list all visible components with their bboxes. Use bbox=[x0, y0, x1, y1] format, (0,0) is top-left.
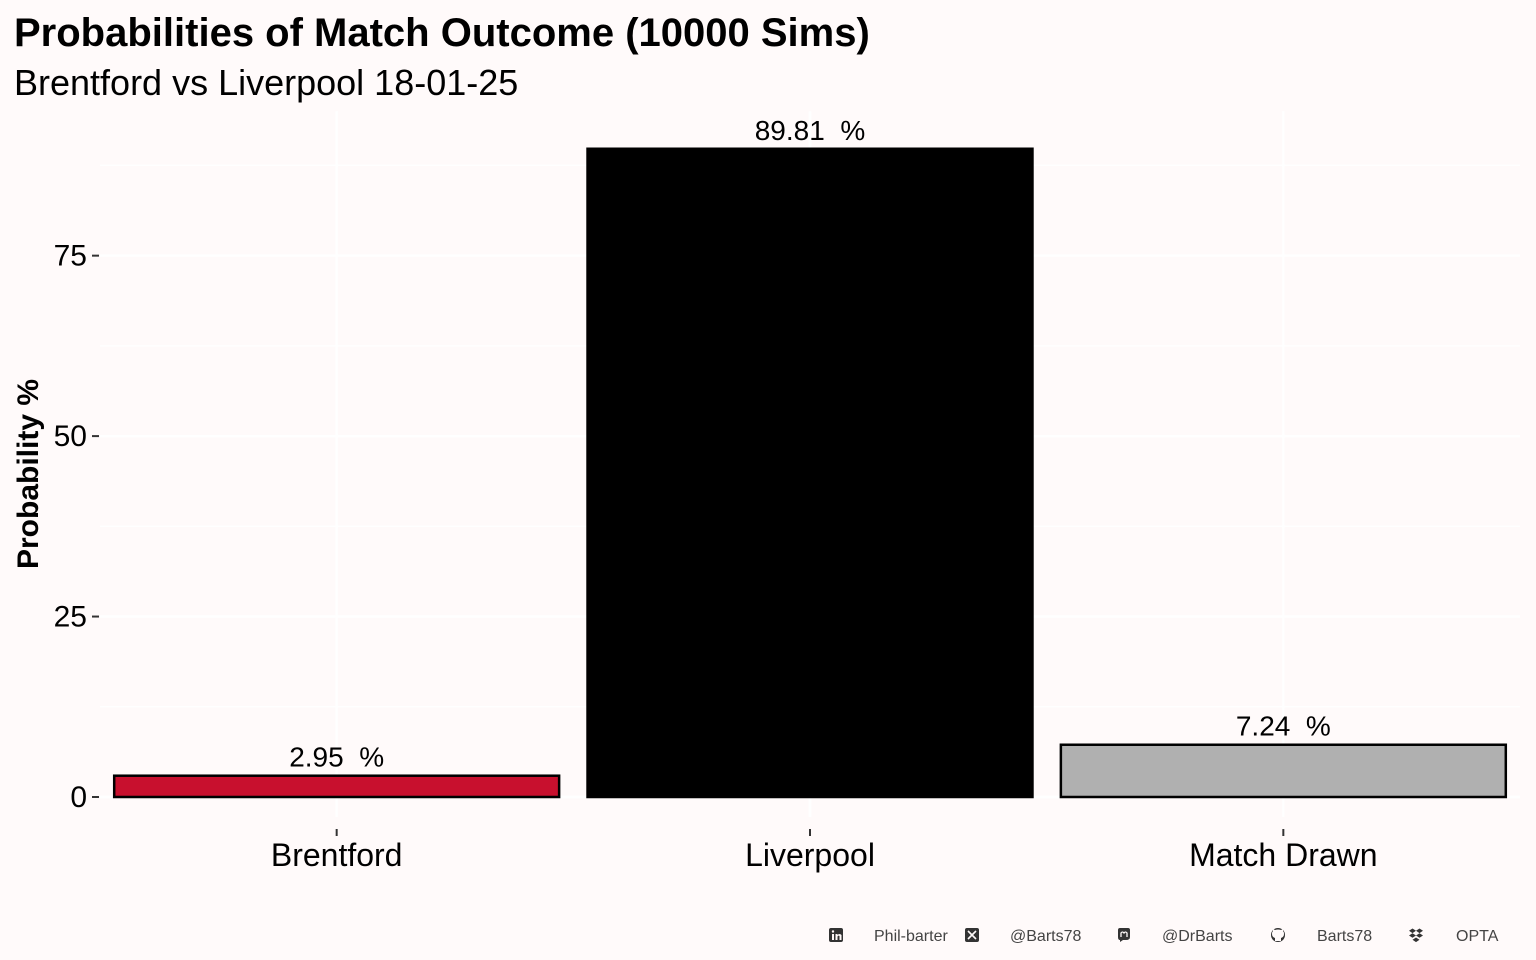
y-axis-label: Probability % bbox=[12, 379, 45, 569]
y-tick-label: 75 bbox=[54, 240, 87, 273]
chart-title: Probabilities of Match Outcome (10000 Si… bbox=[14, 11, 870, 55]
y-tick-label: 50 bbox=[54, 420, 87, 453]
bar-data-label: 7.24 % bbox=[1236, 711, 1331, 742]
chart-subtitle: Brentford vs Liverpool 18-01-25 bbox=[14, 62, 518, 103]
caption-text: Phil-barter bbox=[874, 928, 948, 945]
x-tick-label: Match Drawn bbox=[1189, 837, 1378, 873]
caption-text: @Barts78 bbox=[1010, 928, 1081, 945]
x-tick-label: Liverpool bbox=[745, 837, 875, 873]
caption-text: OPTA bbox=[1456, 928, 1499, 945]
y-tick-label: 25 bbox=[54, 601, 87, 634]
x-twitter-icon bbox=[965, 928, 979, 942]
linkedin-icon bbox=[829, 928, 843, 942]
github-icon bbox=[1271, 928, 1285, 942]
mastodon-icon bbox=[1118, 928, 1130, 942]
bar-match-drawn bbox=[1059, 743, 1508, 799]
data-labels-layer: 2.95 % 89.81 % 7.24 % bbox=[289, 115, 1331, 773]
dropbox-icon bbox=[1409, 928, 1423, 943]
x-tick-label: Brentford bbox=[271, 837, 403, 873]
y-axis: 0 25 50 75 bbox=[54, 240, 99, 814]
x-axis: Brentford Liverpool Match Drawn bbox=[271, 829, 1378, 873]
caption: Phil-barter @Barts78 @DrBarts Barts78 OPTA bbox=[829, 928, 1499, 945]
caption-text: Barts78 bbox=[1317, 928, 1372, 945]
bars-layer bbox=[112, 147, 1508, 799]
y-tick-label: 0 bbox=[70, 781, 87, 814]
caption-text: @DrBarts bbox=[1162, 928, 1232, 945]
bar-data-label: 89.81 % bbox=[755, 115, 866, 146]
bar-brentford bbox=[112, 774, 561, 799]
bar-data-label: 2.95 % bbox=[289, 742, 384, 773]
bar-liverpool bbox=[586, 147, 1034, 799]
